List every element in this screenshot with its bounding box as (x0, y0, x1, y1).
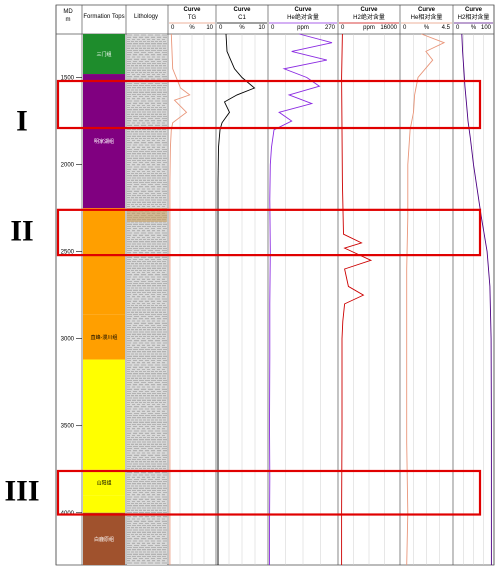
depth-tick-label: 1500 (61, 76, 75, 82)
track-unit-label: ppm (363, 25, 375, 31)
formation-block (83, 359, 125, 470)
track-header: Curve (418, 7, 436, 13)
lithology-fill (127, 34, 167, 565)
track-name: H2绝对含量 (353, 13, 385, 21)
track-header: Curve (294, 7, 312, 13)
depth-tick-label: 2000 (61, 163, 75, 169)
track-header: Curve (465, 7, 483, 13)
track-unit-label: % (424, 25, 430, 31)
interval-label: II (10, 214, 33, 247)
formation-label: 白鹿原组 (94, 536, 114, 543)
depth-tick-label: 2500 (61, 250, 75, 256)
track-unit-label: % (189, 25, 195, 31)
formation-label: 三门组 (96, 51, 111, 58)
track-max-label: 100 (481, 25, 492, 31)
formation-block (83, 495, 125, 513)
interval-boxes (56, 79, 482, 516)
track-min-label: 0 (271, 25, 275, 31)
curve-1 (169, 33, 191, 565)
formation-block (83, 512, 125, 565)
formation-column-title: Formation Tops (83, 14, 124, 20)
formation-label: 直峰-漫川组 (91, 334, 118, 341)
curve-4 (341, 33, 373, 565)
track-min-label: 0 (341, 25, 345, 31)
track-max-label: 16000 (380, 25, 397, 31)
track-name: TG (188, 15, 197, 21)
track-unit-label: % (471, 25, 477, 31)
curve-6 (461, 33, 492, 565)
interval-label: III (4, 475, 39, 508)
formation-block (83, 314, 125, 360)
formation-block (83, 74, 125, 209)
track-header: Curve (183, 7, 201, 13)
formation-label: 山阳组 (96, 479, 111, 486)
formation-label: 明家湖组 (94, 138, 114, 145)
formation-block (83, 208, 125, 315)
track-min-label: 0 (403, 25, 407, 31)
curve-layer (169, 33, 492, 566)
header-row: MD m Formation Tops Lithology Curve TG 0% 1… (63, 7, 493, 31)
track-name: He相对含量 (411, 13, 443, 21)
depth-tick-label: 3500 (61, 424, 75, 430)
track-max-label: 270 (325, 25, 336, 31)
lithology-column (127, 34, 167, 565)
interval-box (56, 208, 482, 257)
track-max-label: 4.5 (442, 25, 451, 31)
lithology-column-title: Lithology (134, 14, 158, 20)
track-name: He绝对含量 (287, 13, 319, 21)
interval-box (56, 469, 482, 516)
curve-5 (406, 33, 446, 566)
interval-label: I (16, 105, 28, 138)
depth-column-title: MD (63, 9, 73, 15)
track-min-label: 0 (456, 25, 460, 31)
interval-box (56, 79, 482, 130)
track-unit-label: % (239, 25, 245, 31)
track-max-label: 10 (206, 25, 213, 31)
curve-3 (269, 33, 333, 565)
track-unit-label: ppm (297, 25, 309, 31)
track-min-label: 0 (171, 25, 175, 31)
lithology-band (127, 208, 167, 223)
depth-column-unit: m (66, 17, 71, 23)
formation-block (83, 469, 125, 496)
curve-2 (217, 33, 256, 565)
track-min-label: 0 (219, 25, 223, 31)
depth-tick-label: 3000 (61, 337, 75, 343)
track-name: C1 (238, 15, 246, 21)
track-header: Curve (360, 7, 378, 13)
track-header: Curve (233, 7, 251, 13)
formation-block (83, 34, 125, 75)
track-name: H2相对含量 (458, 13, 490, 21)
track-max-label: 10 (258, 25, 265, 31)
